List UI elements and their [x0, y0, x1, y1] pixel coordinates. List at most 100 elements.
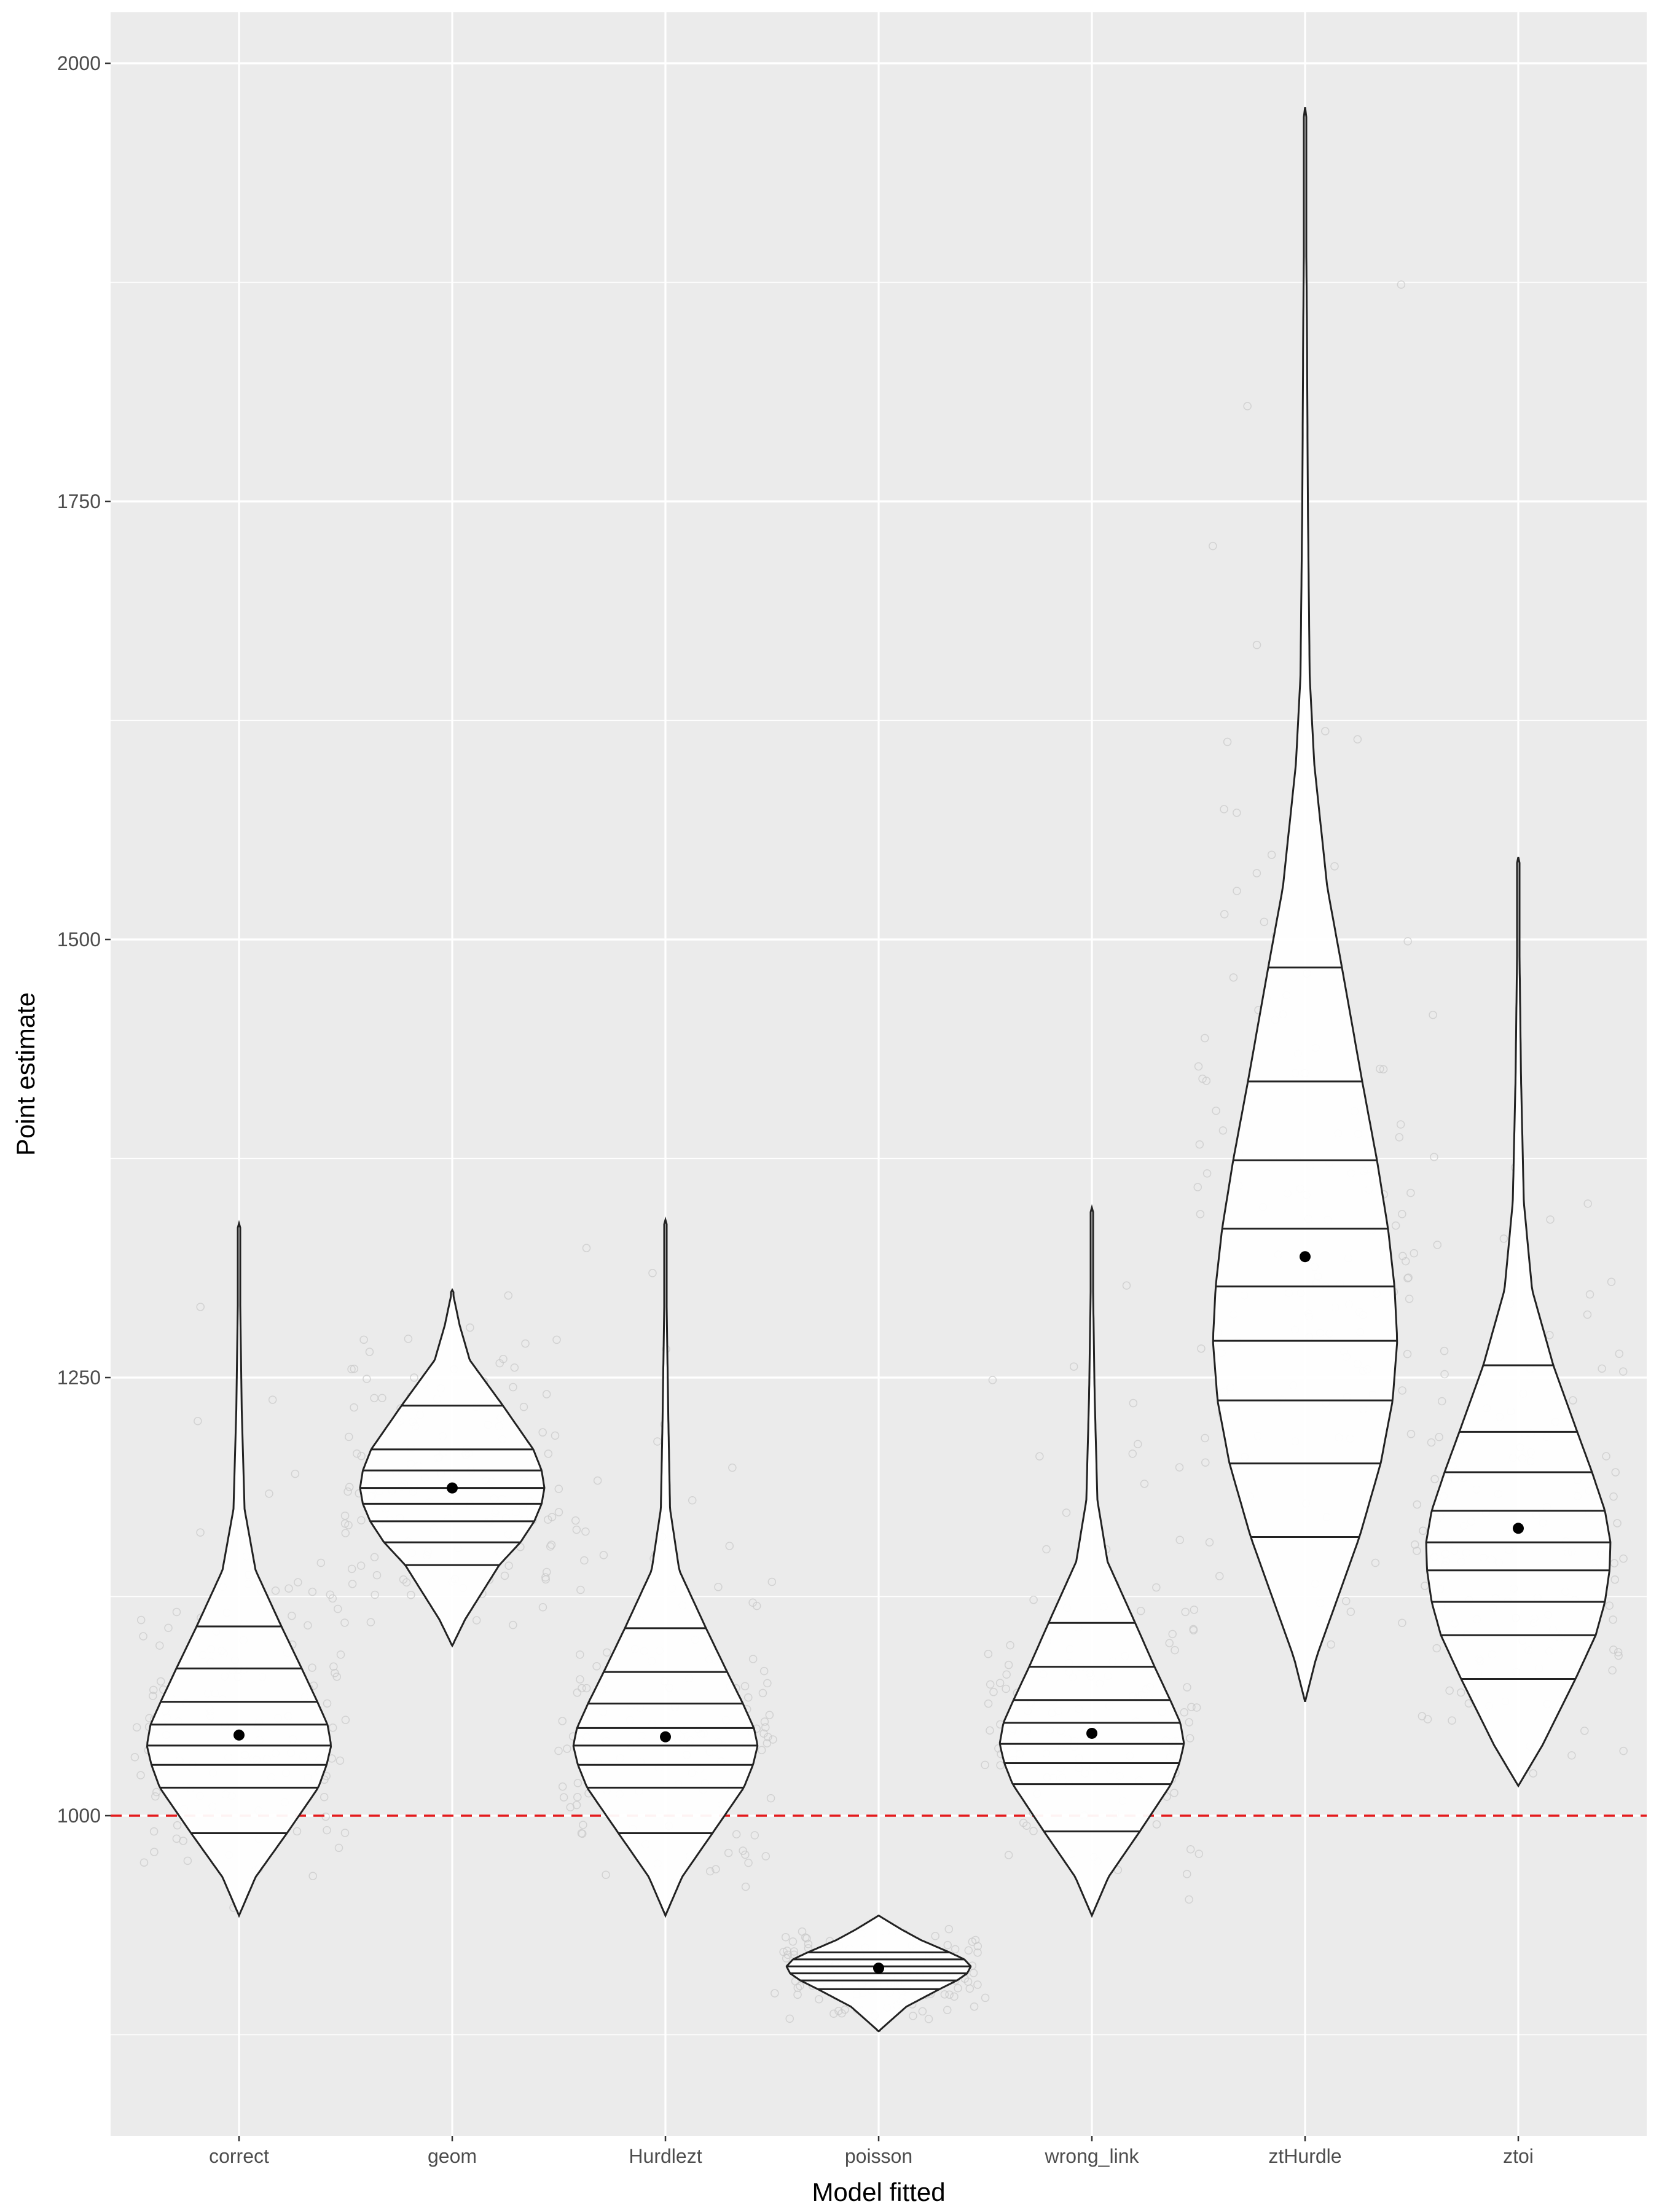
jitter-point — [173, 1821, 182, 1830]
jitter-point — [578, 1684, 586, 1693]
jitter-point — [688, 1496, 697, 1505]
jitter-point — [1529, 1769, 1537, 1778]
jitter-point — [744, 1859, 753, 1867]
jitter-point — [268, 1395, 277, 1404]
jitter-point — [1379, 1065, 1388, 1073]
jitter-point — [1610, 1575, 1619, 1584]
jitter-point — [1398, 1386, 1406, 1395]
jitter-point — [372, 1571, 382, 1580]
jitter-point — [576, 1650, 584, 1659]
jitter-point — [552, 1335, 561, 1344]
jitter-point — [1397, 280, 1406, 289]
x-axis-title: Model fitted — [812, 2178, 945, 2206]
axes: 1000 1250 1500 1750 2000 correct geom Hurdlezt p… — [57, 52, 1534, 2167]
jitter-point — [763, 1739, 772, 1747]
jitter-point — [1413, 1500, 1422, 1509]
jitter-point — [1190, 1606, 1199, 1614]
jitter-point — [744, 1693, 753, 1702]
jitter-point — [538, 1428, 547, 1437]
jitter-point — [357, 1451, 366, 1461]
jitter-point — [763, 1679, 772, 1688]
jitter-point — [1220, 910, 1229, 919]
jitter-point — [964, 1946, 973, 1955]
jitter-point — [323, 1826, 331, 1835]
jitter-point — [304, 1621, 312, 1630]
jitter-point — [748, 1655, 758, 1663]
jitter-point — [558, 1782, 567, 1791]
jitter-point — [1619, 1746, 1628, 1755]
jitter-point — [1396, 1120, 1405, 1129]
jitter-point — [563, 1744, 571, 1753]
jitter-point — [1353, 735, 1362, 744]
jitter-point — [1196, 1210, 1205, 1218]
jitter-point — [788, 1937, 798, 1946]
jitter-point — [1395, 1133, 1404, 1142]
jitter-point — [572, 1525, 581, 1534]
jitter-point — [996, 1761, 1005, 1770]
jitter-point — [1614, 1651, 1623, 1660]
jitter-point — [543, 1567, 551, 1577]
jitter-point — [705, 1867, 715, 1876]
jitter-point — [172, 1607, 181, 1617]
jitter-point — [1609, 1492, 1618, 1501]
jitter-point — [1456, 1688, 1465, 1697]
jitter-point — [573, 1779, 582, 1787]
jitter-point — [1062, 1508, 1071, 1517]
jitter-point — [1432, 1644, 1441, 1653]
violin-ztoi — [1425, 857, 1612, 1788]
jitter-point — [1202, 1169, 1212, 1178]
jitter-point — [554, 1484, 563, 1493]
x-tick-label: poisson — [845, 2145, 912, 2167]
jitter-point — [790, 1947, 799, 1956]
jitter-point — [308, 1587, 317, 1596]
x-tick-label: ztHurdle — [1268, 2145, 1341, 2167]
jitter-point — [973, 1942, 982, 1951]
jitter-point — [544, 1449, 553, 1458]
jitter-point — [1168, 1630, 1177, 1639]
jitter-point — [1405, 1295, 1414, 1303]
jitter-point — [759, 1666, 769, 1676]
jitter-point — [357, 1516, 366, 1525]
x-tick-label: geom — [428, 2145, 477, 2167]
jitter-point — [558, 1717, 567, 1725]
jitter-point — [765, 1711, 774, 1719]
jitter-point — [521, 1339, 530, 1348]
jitter-point — [139, 1858, 149, 1867]
jitter-point — [345, 1483, 354, 1491]
jitter-point — [593, 1476, 602, 1485]
jitter-point — [500, 1571, 509, 1580]
jitter-point — [291, 1469, 300, 1478]
jitter-point — [728, 1463, 737, 1472]
jitter-point — [544, 1515, 552, 1524]
jitter-point — [308, 1663, 316, 1672]
jitter-point — [1321, 727, 1330, 735]
jitter-point — [1171, 1645, 1179, 1655]
mean-point-poisson — [873, 1963, 884, 1974]
jitter-point — [1233, 887, 1241, 895]
jitter-point — [139, 1632, 147, 1641]
jitter-point — [294, 1578, 302, 1586]
jitter-point — [581, 1527, 590, 1536]
jitter-point — [410, 1373, 418, 1382]
jitter-point — [1175, 1535, 1184, 1544]
jitter-point — [1440, 1370, 1449, 1379]
jitter-point — [1403, 937, 1412, 946]
jitter-point — [981, 1760, 989, 1770]
jitter-point — [1346, 1607, 1355, 1616]
jitter-point — [1252, 640, 1261, 649]
violin-ztHurdle — [1212, 107, 1398, 1702]
jitter-point — [573, 1688, 582, 1697]
y-tick-label: 1750 — [57, 490, 101, 512]
jitter-point — [771, 1989, 779, 1998]
jitter-point — [1185, 1718, 1193, 1727]
jitter-point — [781, 1932, 790, 1942]
jitter-point — [712, 1865, 720, 1873]
mean-point-ztHurdle — [1300, 1251, 1311, 1263]
jitter-point — [1619, 1554, 1628, 1563]
jitter-point — [1615, 1349, 1624, 1358]
jitter-point — [918, 2007, 927, 2016]
jitter-point — [363, 1375, 371, 1383]
jitter-point — [804, 1940, 813, 1948]
jitter-point — [1198, 1074, 1207, 1083]
